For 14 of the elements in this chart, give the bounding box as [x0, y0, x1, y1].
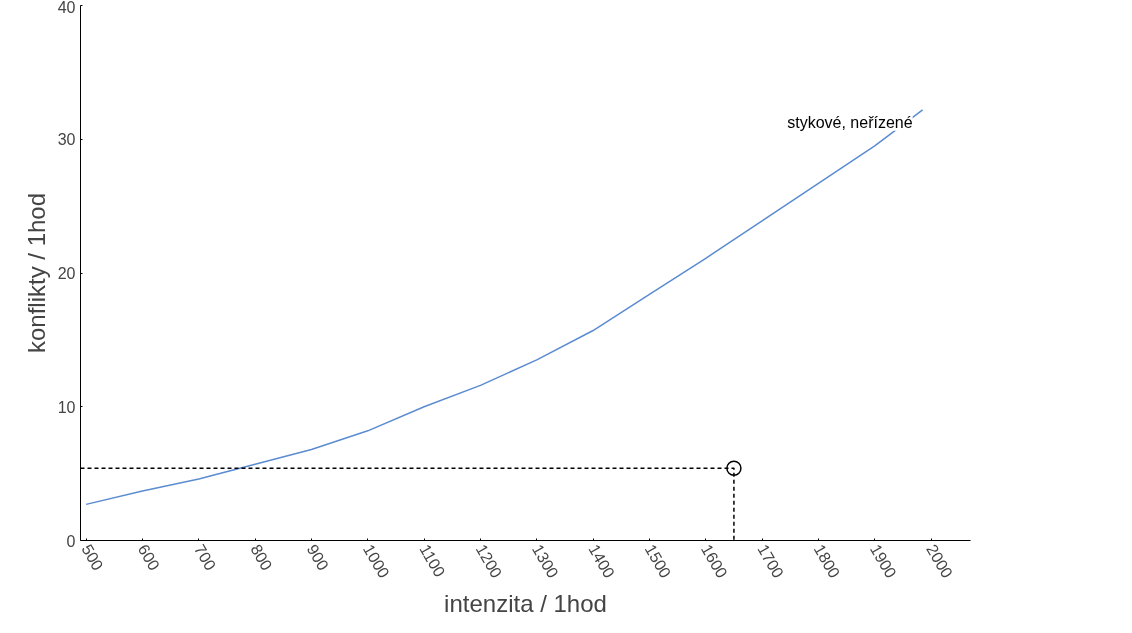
- x-tick-label: 500: [78, 541, 107, 574]
- y-tick-label: 20: [57, 265, 76, 282]
- y-tick-label: 30: [57, 131, 76, 149]
- y-tick-label: 10: [57, 398, 76, 416]
- x-tick-label: 600: [134, 541, 163, 574]
- y-tick-label: 0: [66, 532, 76, 550]
- x-tick-label: 900: [303, 541, 332, 574]
- y-axis-title: konflikty / 1hod: [22, 192, 50, 354]
- series-label: stykové, neřízené: [787, 113, 913, 131]
- x-axis-title: intenzita / 1hod: [444, 590, 607, 618]
- x-tick-label: 700: [191, 541, 220, 574]
- line-series: [85, 109, 924, 506]
- y-tick-label: 40: [57, 0, 76, 16]
- x-tick-label: 800: [247, 541, 276, 574]
